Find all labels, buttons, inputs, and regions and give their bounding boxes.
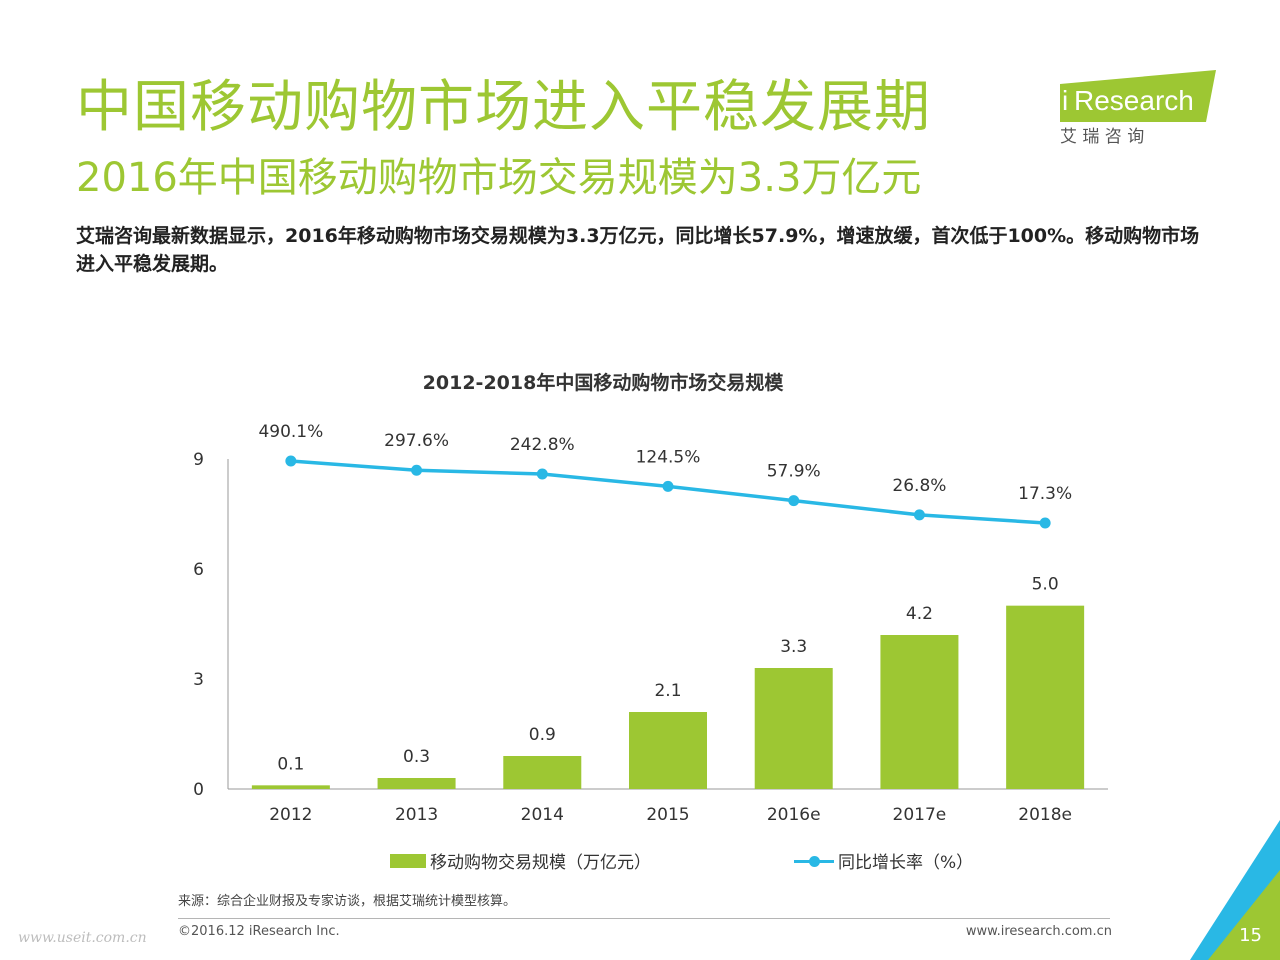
legend-item-line: 同比增长率（%） bbox=[794, 848, 973, 873]
growth-rate-point bbox=[662, 480, 674, 492]
growth-rate-point bbox=[285, 455, 297, 467]
bar-value-label: 4.2 bbox=[906, 604, 933, 624]
bar-2014 bbox=[503, 756, 582, 789]
legend-item-bar: 移动购物交易规模（万亿元） bbox=[390, 848, 651, 873]
bar-2015 bbox=[629, 712, 707, 789]
growth-rate-label: 297.6% bbox=[384, 431, 449, 451]
logo-i: i bbox=[1062, 85, 1068, 116]
x-tick-label: 2012 bbox=[269, 805, 312, 825]
x-tick-label: 2014 bbox=[521, 805, 564, 825]
y-tick-label: 6 bbox=[193, 560, 204, 580]
growth-rate-point bbox=[411, 464, 423, 476]
legend-bar-swatch bbox=[390, 853, 426, 868]
y-tick-label: 0 bbox=[193, 780, 204, 800]
bar-2016e bbox=[754, 668, 833, 789]
source-note: 来源：综合企业财报及专家访谈，根据艾瑞统计模型核算。 bbox=[178, 894, 517, 909]
x-tick-label: 2016e bbox=[767, 805, 821, 825]
logo-badge bbox=[1060, 70, 1216, 122]
growth-rate-label: 57.9% bbox=[767, 462, 821, 482]
footer-divider bbox=[178, 918, 1110, 919]
bar-value-label: 2.1 bbox=[654, 681, 681, 701]
page-number: 15 bbox=[1239, 925, 1262, 946]
legend-bar-label: 移动购物交易规模（万亿元） bbox=[430, 853, 651, 873]
bar-2018e bbox=[1006, 605, 1085, 789]
page-subtitle: 2016年中国移动购物市场交易规模为3.3万亿元 bbox=[76, 155, 922, 201]
watermark: www.useit.com.cn bbox=[18, 930, 147, 946]
bar-2013 bbox=[377, 778, 456, 789]
page-description: 艾瑞咨询最新数据显示，2016年移动购物市场交易规模为3.3万亿元，同比增长57… bbox=[76, 225, 1200, 275]
x-tick-label: 2013 bbox=[395, 805, 438, 825]
growth-rate-point bbox=[913, 509, 925, 521]
growth-rate-label: 17.3% bbox=[1018, 484, 1072, 504]
x-tick-label: 2015 bbox=[646, 805, 689, 825]
growth-rate-label: 124.5% bbox=[636, 447, 701, 467]
bar-2012 bbox=[251, 785, 330, 789]
growth-rate-label: 26.8% bbox=[892, 476, 946, 496]
growth-rate-point bbox=[536, 468, 548, 480]
growth-rate-label: 490.1% bbox=[258, 422, 323, 442]
copyright: ©2016.12 iResearch Inc. bbox=[178, 924, 340, 939]
bar-value-label: 0.3 bbox=[403, 747, 430, 767]
growth-rate-point bbox=[788, 495, 800, 507]
corner-decoration bbox=[1190, 820, 1280, 960]
page-title: 中国移动购物市场进入平稳发展期 bbox=[76, 75, 931, 140]
bar-value-label: 3.3 bbox=[780, 637, 807, 657]
growth-rate-label: 242.8% bbox=[510, 435, 575, 455]
y-tick-label: 9 bbox=[193, 450, 204, 470]
y-tick-label: 3 bbox=[193, 670, 204, 690]
bar-value-label: 5.0 bbox=[1032, 575, 1059, 595]
x-tick-label: 2018e bbox=[1018, 805, 1072, 825]
bar-2017e bbox=[880, 635, 959, 789]
legend-line-swatch bbox=[794, 854, 834, 868]
logo-research: Research bbox=[1074, 85, 1194, 116]
iresearch-logo: i Research 艾 瑞 咨 询 bbox=[1060, 70, 1216, 147]
x-tick-label: 2017e bbox=[893, 805, 947, 825]
chart-title: 2012-2018年中国移动购物市场交易规模 bbox=[422, 372, 784, 394]
website-link[interactable]: www.iresearch.com.cn bbox=[965, 924, 1112, 939]
bar-value-label: 0.1 bbox=[277, 754, 304, 774]
legend-line-label: 同比增长率（%） bbox=[838, 853, 974, 873]
logo-subtitle: 艾 瑞 咨 询 bbox=[1060, 127, 1144, 147]
bar-value-label: 0.9 bbox=[529, 725, 556, 745]
growth-rate-point bbox=[1039, 517, 1051, 529]
